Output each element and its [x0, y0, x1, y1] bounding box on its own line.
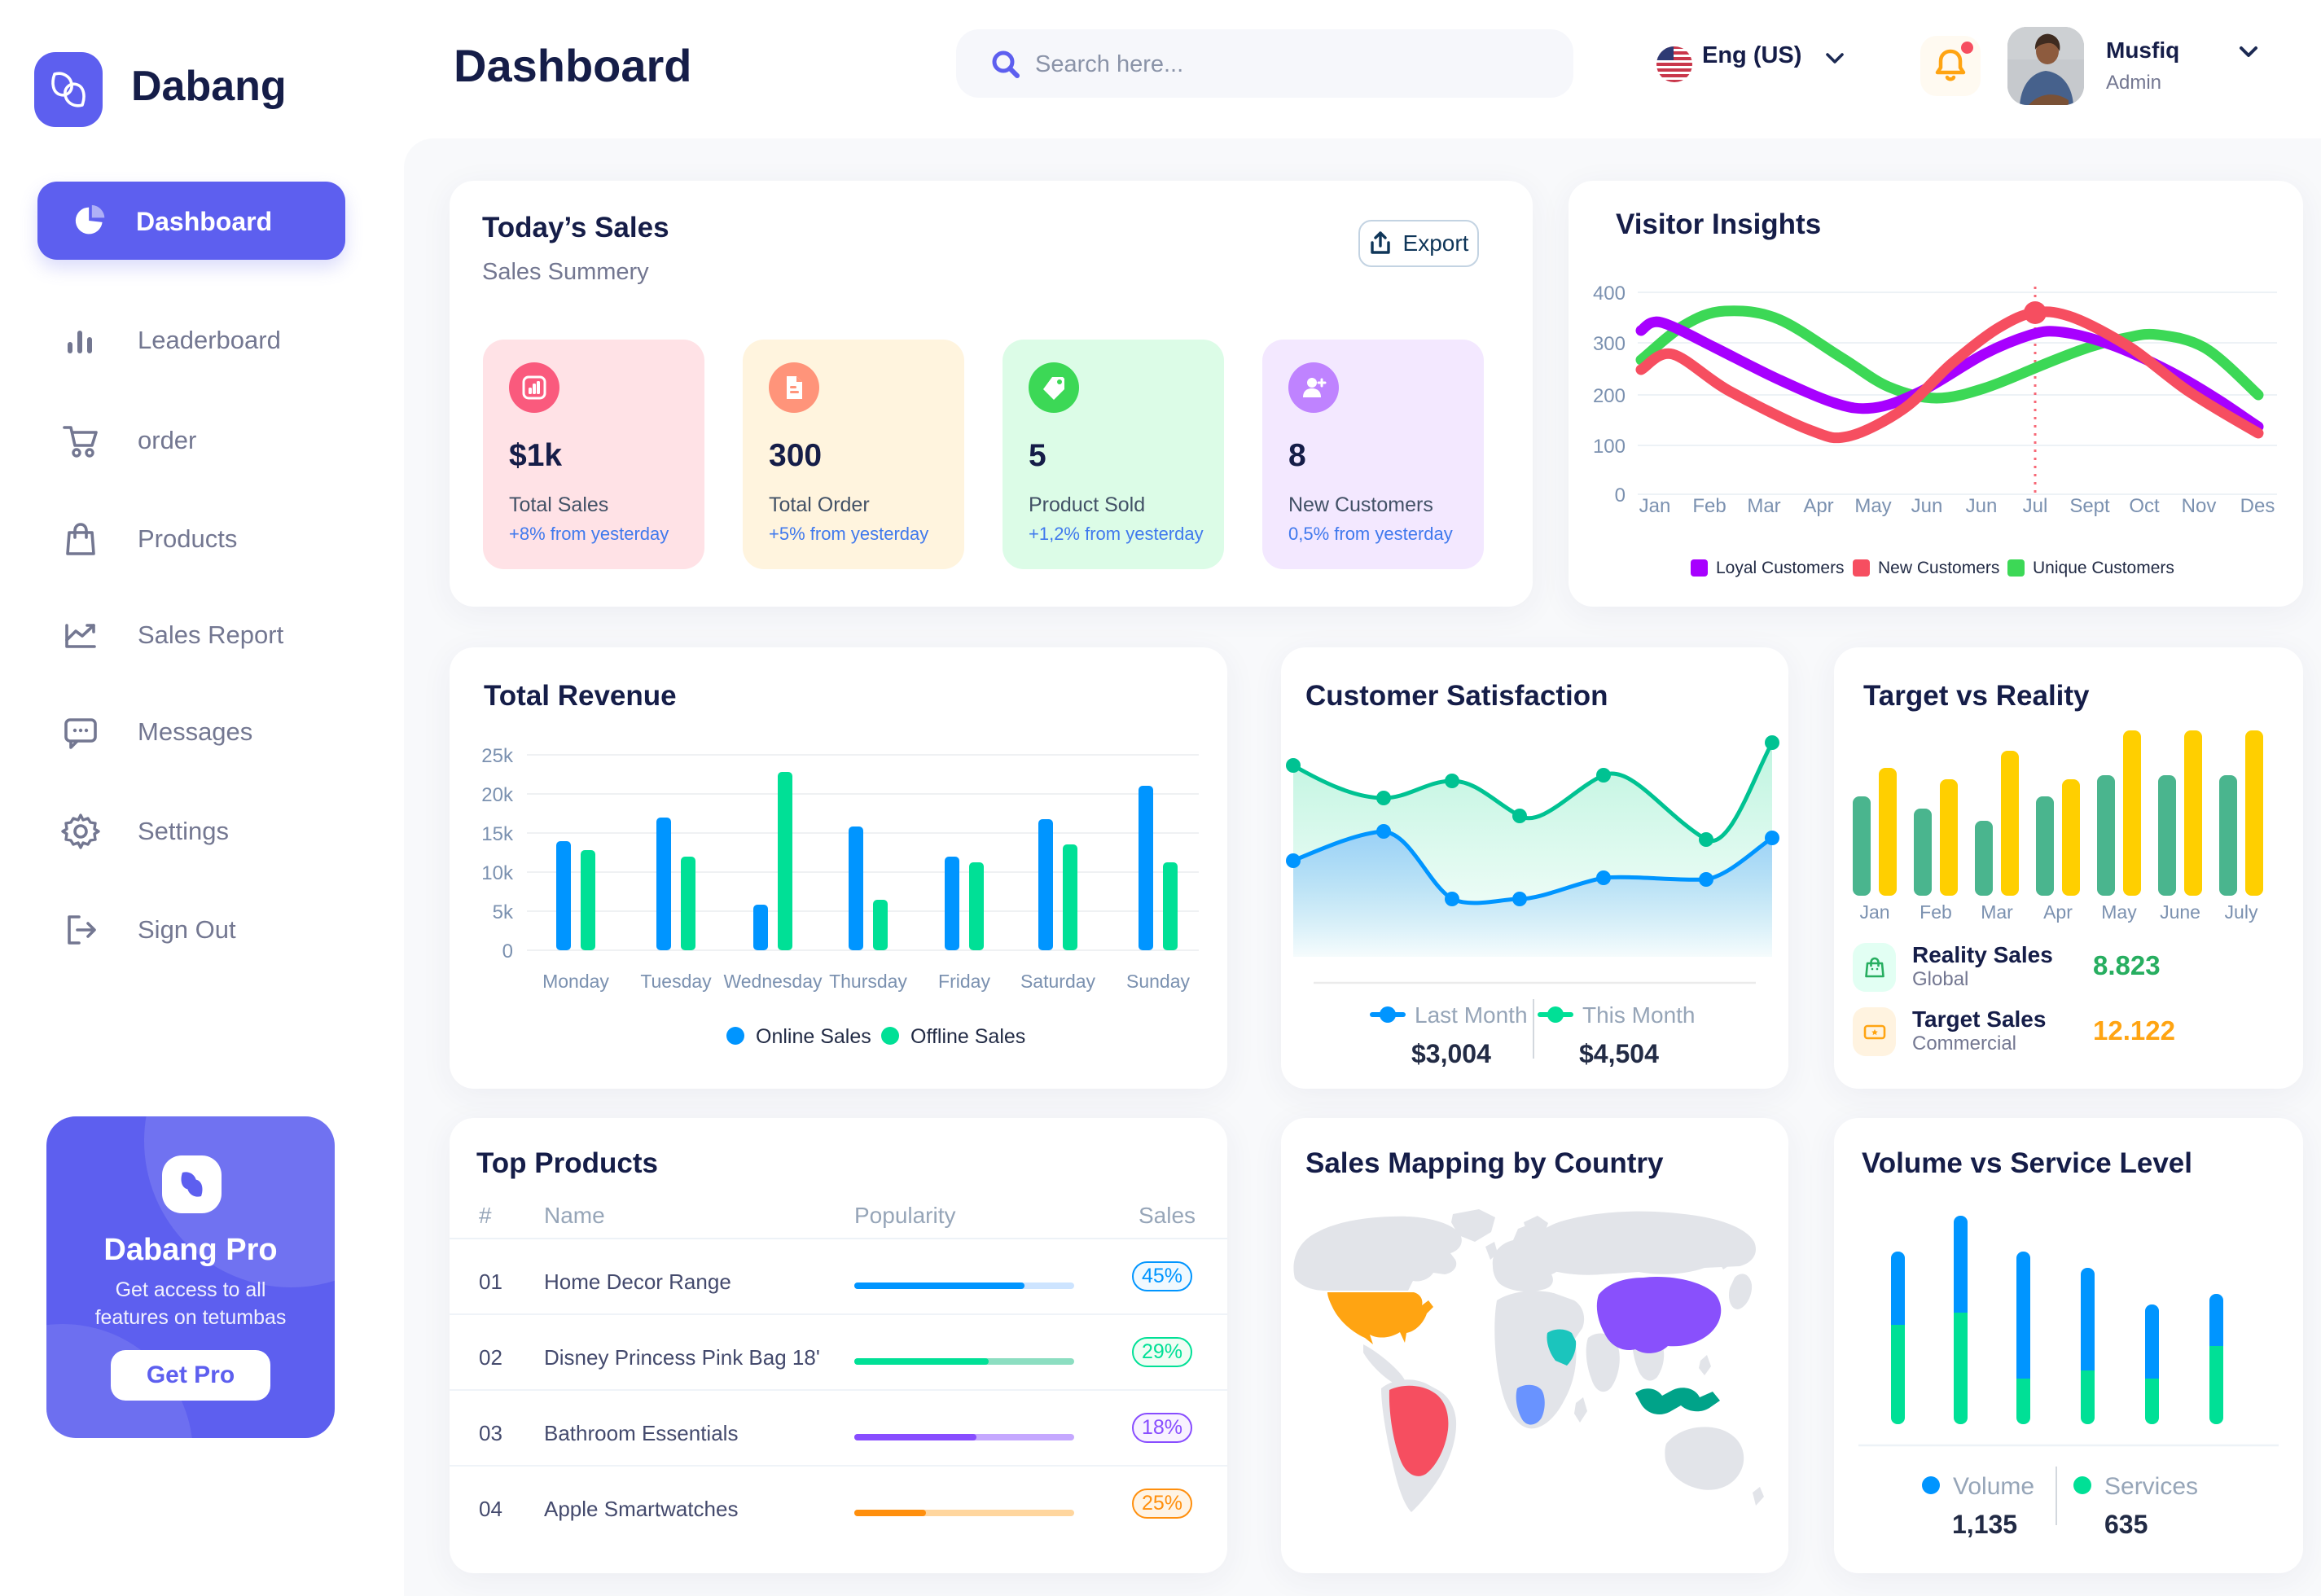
svg-text:Services: Services: [2104, 1473, 2198, 1500]
svg-text:5k: 5k: [493, 901, 514, 923]
svg-text:Sunday: Sunday: [1126, 971, 1191, 992]
svg-text:Wednesday: Wednesday: [723, 971, 823, 992]
svg-text:Online Sales: Online Sales: [756, 1025, 871, 1048]
svg-text:$3,004: $3,004: [1411, 1039, 1491, 1068]
svg-text:635: 635: [2104, 1510, 2148, 1539]
svg-text:10k: 10k: [481, 862, 514, 884]
svg-text:Offline Sales: Offline Sales: [910, 1025, 1025, 1048]
svg-text:Jun: Jun: [1966, 495, 1998, 517]
svg-text:15k: 15k: [481, 823, 514, 845]
svg-text:1,135: 1,135: [1952, 1510, 2017, 1539]
svg-text:Feb: Feb: [1692, 495, 1726, 517]
svg-text:Jan: Jan: [1639, 495, 1671, 517]
svg-text:May: May: [2101, 901, 2137, 923]
svg-text:25k: 25k: [481, 745, 514, 767]
svg-text:Des: Des: [2240, 495, 2275, 517]
svg-text:Jun: Jun: [1911, 495, 1943, 517]
svg-text:Mar: Mar: [1747, 495, 1780, 517]
svg-text:Unique Customers: Unique Customers: [2033, 559, 2174, 577]
svg-text:Last Month: Last Month: [1415, 1002, 1528, 1028]
svg-text:300: 300: [1593, 333, 1626, 355]
svg-text:0: 0: [502, 940, 513, 962]
svg-text:Loyal Customers: Loyal Customers: [1716, 559, 1845, 577]
svg-text:May: May: [1854, 495, 1891, 517]
svg-text:This Month: This Month: [1582, 1002, 1696, 1028]
svg-text:Jul: Jul: [2023, 495, 2048, 517]
svg-text:June: June: [2160, 901, 2200, 923]
svg-text:Oct: Oct: [2129, 495, 2160, 517]
svg-text:Volume: Volume: [1953, 1473, 2034, 1500]
svg-text:Apr: Apr: [2043, 901, 2073, 923]
svg-text:Friday: Friday: [938, 971, 990, 992]
svg-text:Apr: Apr: [1803, 495, 1833, 517]
svg-text:20k: 20k: [481, 784, 514, 806]
svg-text:Jan: Jan: [1859, 901, 1889, 923]
svg-text:0: 0: [1615, 484, 1626, 506]
svg-text:Feb: Feb: [1920, 901, 1952, 923]
svg-text:200: 200: [1593, 385, 1626, 407]
svg-text:400: 400: [1593, 283, 1626, 305]
svg-text:Nov: Nov: [2182, 495, 2217, 517]
svg-text:Monday: Monday: [542, 971, 609, 992]
svg-text:$4,504: $4,504: [1579, 1039, 1659, 1068]
svg-text:Saturday: Saturday: [1020, 971, 1096, 992]
svg-text:Sept: Sept: [2069, 495, 2110, 517]
svg-text:Mar: Mar: [1981, 901, 2013, 923]
svg-text:Thursday: Thursday: [829, 971, 907, 992]
svg-text:New Customers: New Customers: [1878, 559, 1999, 577]
svg-text:July: July: [2225, 901, 2258, 923]
svg-text:Tuesday: Tuesday: [640, 971, 712, 992]
svg-text:100: 100: [1593, 436, 1626, 458]
